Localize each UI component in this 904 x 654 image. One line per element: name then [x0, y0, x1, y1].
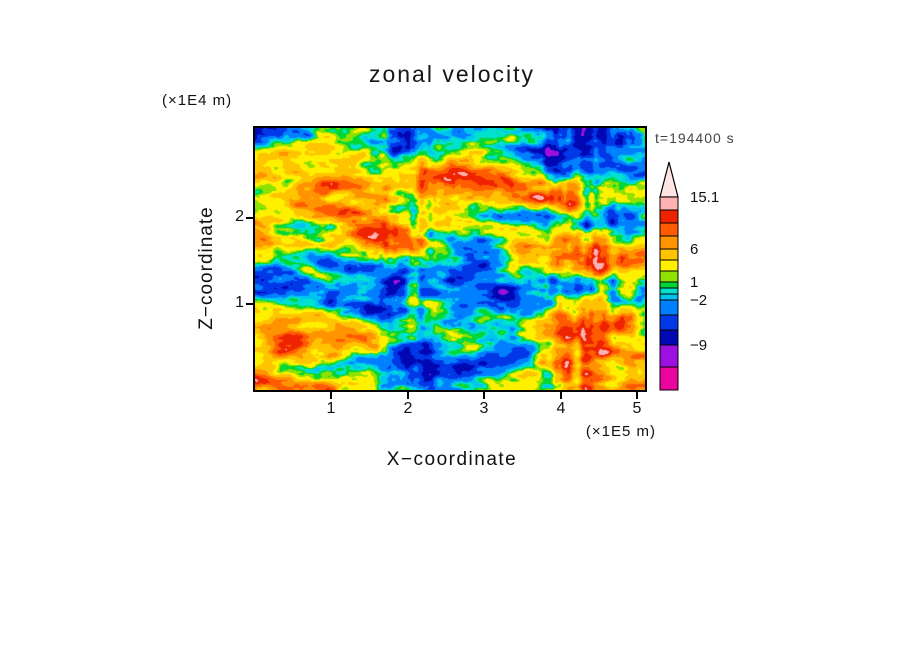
- colorbar-band: [659, 299, 679, 316]
- x-tick-label: 3: [479, 400, 489, 417]
- colorbar-tick-label: −9: [690, 337, 707, 354]
- chart-title: zonal velocity: [368, 61, 536, 87]
- x-tick-mark: [560, 392, 562, 399]
- x-tick-mark: [330, 392, 332, 399]
- x-tick-mark: [407, 392, 409, 399]
- colorbar-band: [659, 281, 679, 289]
- time-annotation: t=194400 s: [655, 130, 735, 146]
- y-axis-label: Z−coordinate: [196, 206, 217, 330]
- plot-area: [253, 126, 647, 392]
- colorbar-band: [659, 248, 679, 261]
- x-tick-label: 2: [403, 400, 413, 417]
- x-tick-label: 5: [632, 400, 642, 417]
- colorbar-tick-label: −2: [690, 292, 707, 309]
- colorbar-band: [659, 287, 679, 295]
- y-tick-mark: [246, 303, 253, 305]
- colorbar-band: [659, 293, 679, 301]
- x-tick-mark: [636, 392, 638, 399]
- colorbar-tick-label: 15.1: [690, 189, 719, 206]
- y-axis-unit-label: (×1E4 m): [162, 92, 233, 109]
- x-tick-label: 1: [326, 400, 336, 417]
- x-axis-label: X−coordinate: [386, 449, 518, 470]
- heatmap-canvas: [255, 128, 645, 390]
- colorbar-band: [659, 196, 679, 211]
- colorbar-band: [659, 209, 679, 224]
- colorbar-band: [659, 222, 679, 237]
- colorbar-band: [659, 344, 679, 368]
- colorbar-band: [659, 259, 679, 272]
- colorbar-tick-label: 1: [690, 274, 698, 291]
- y-tick-mark: [246, 217, 253, 219]
- colorbar-band: [659, 270, 679, 283]
- colorbar-band: [659, 366, 679, 391]
- colorbar-tip: [659, 161, 679, 198]
- colorbar-tick-label: 6: [690, 241, 698, 258]
- x-tick-mark: [483, 392, 485, 399]
- colorbar-band: [659, 329, 679, 346]
- colorbar-band: [659, 314, 679, 331]
- x-axis-unit-label: (×1E5 m): [585, 423, 656, 440]
- colorbar-band: [659, 235, 679, 250]
- colorbar: 15.1 6 1−2 −9: [659, 161, 719, 391]
- x-tick-label: 4: [556, 400, 566, 417]
